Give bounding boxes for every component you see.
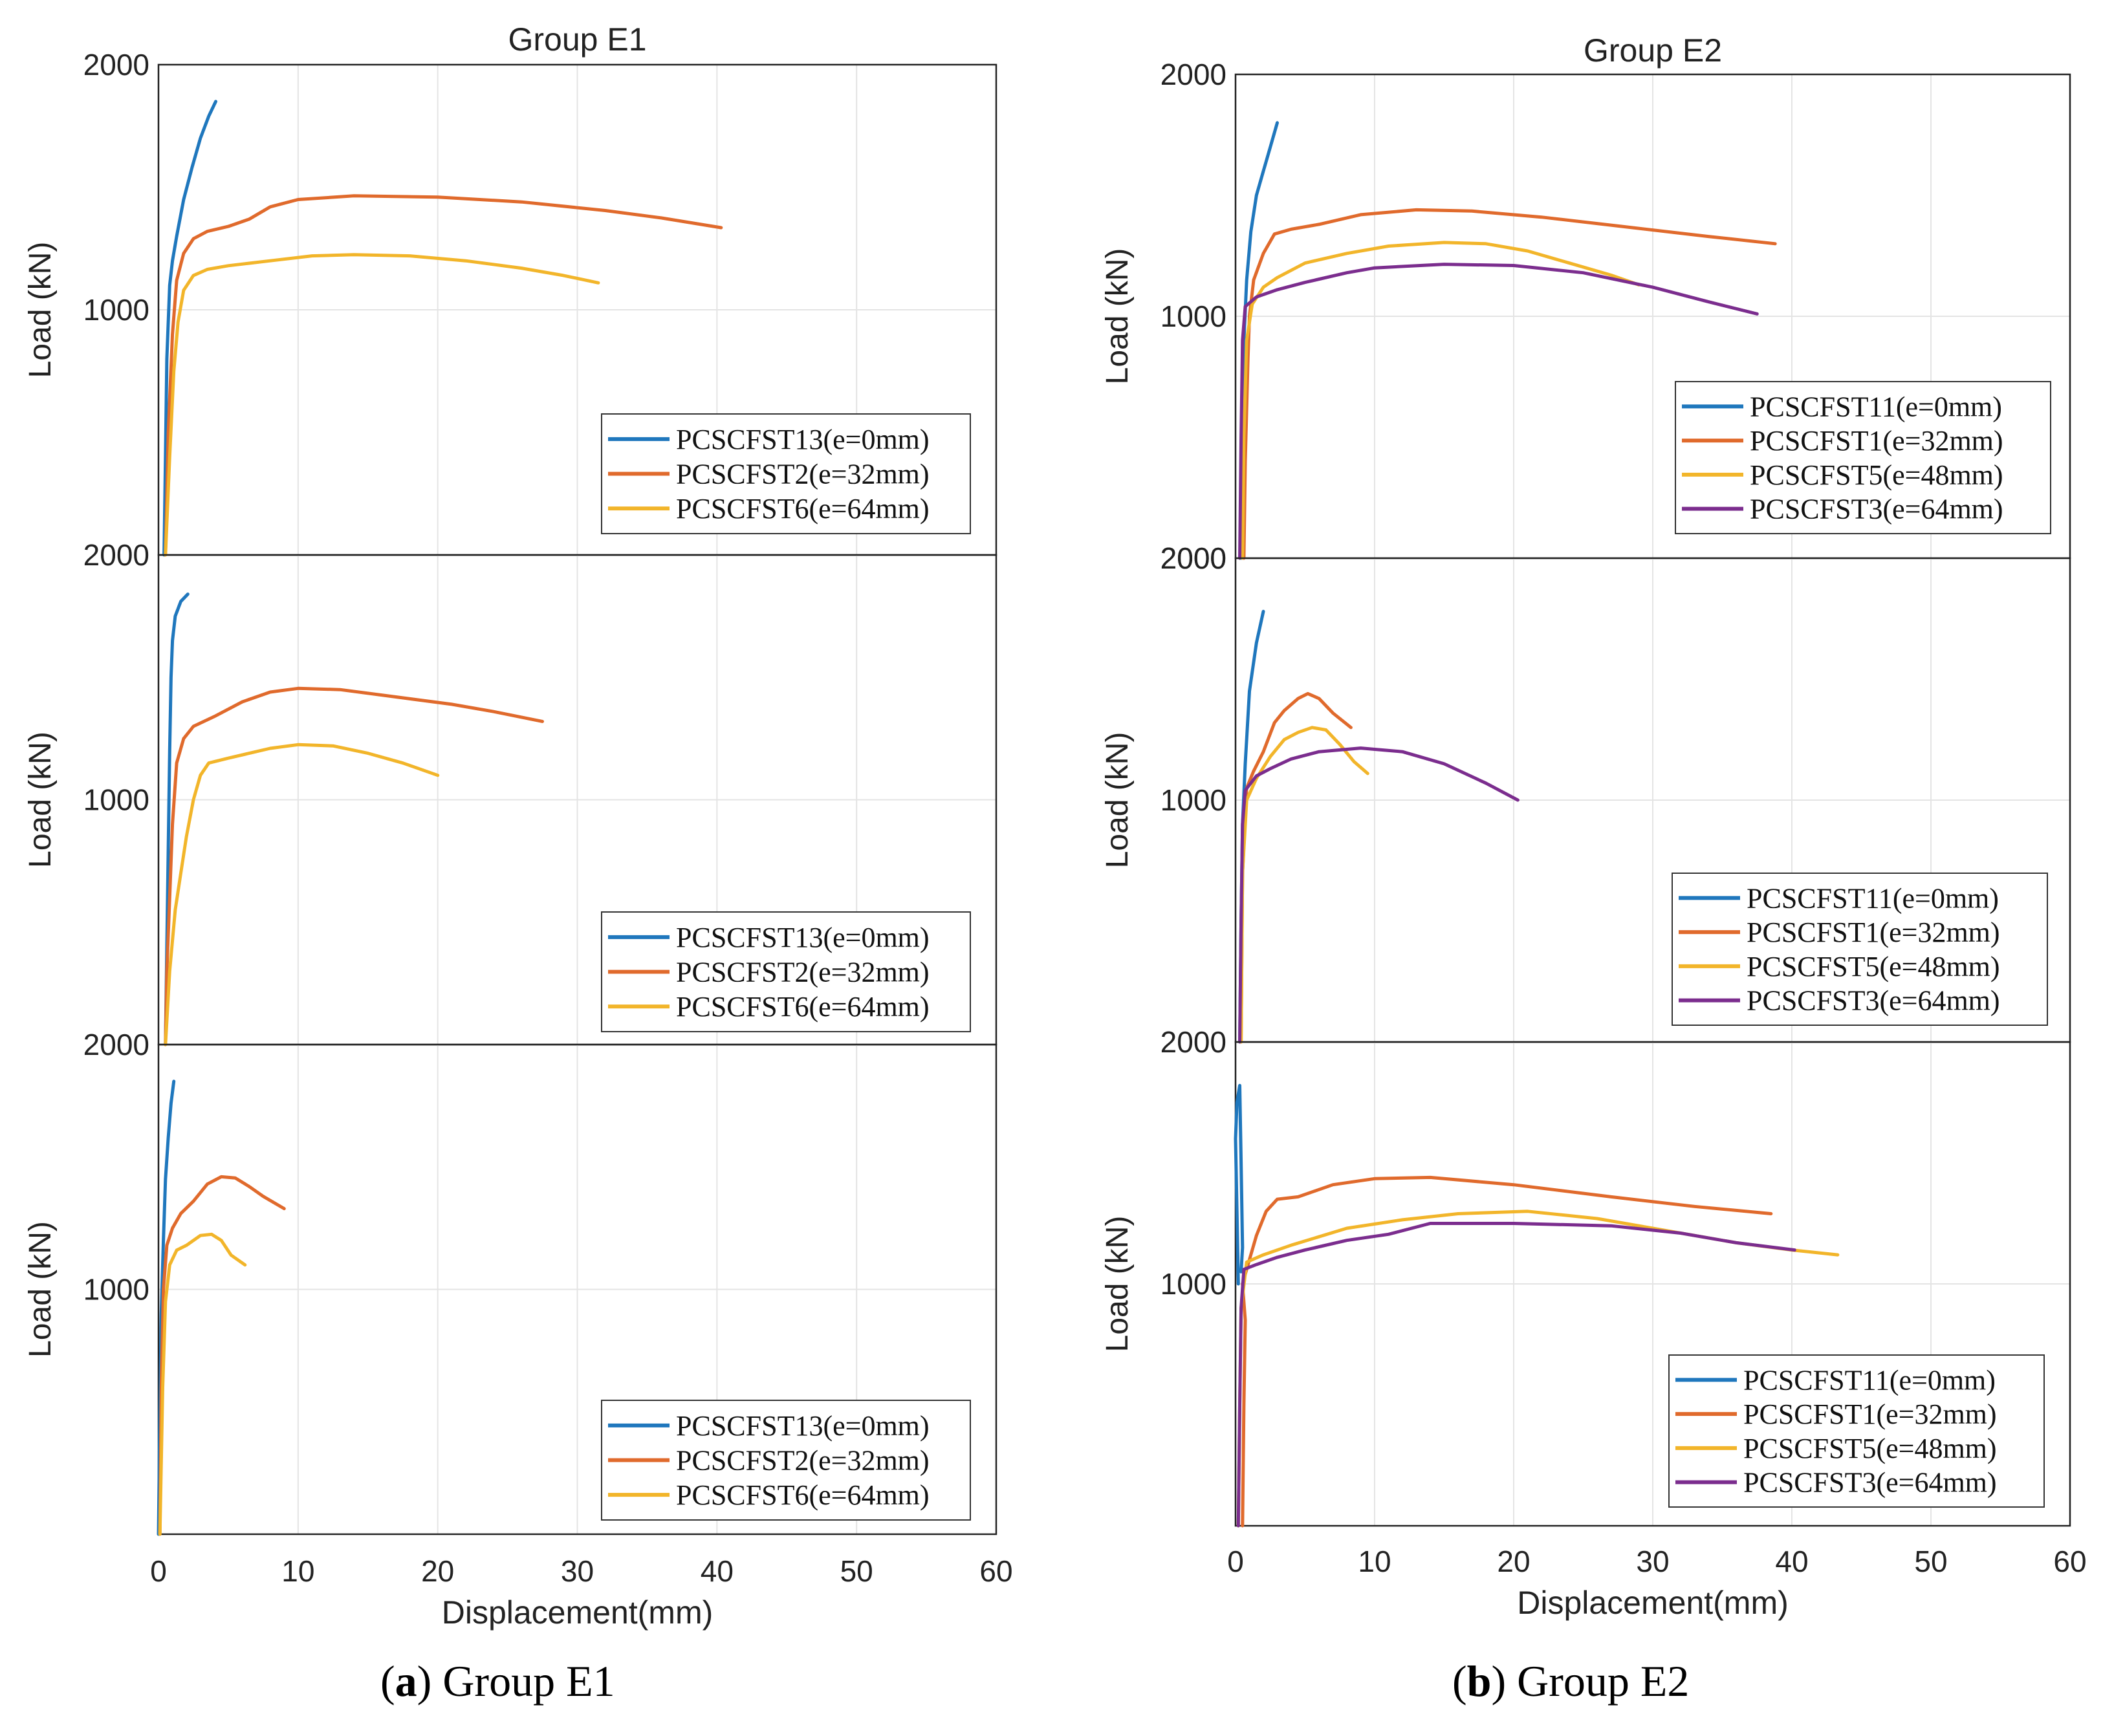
legend-label: PCSCFST13(e=0mm) [676,922,930,953]
legend-label: PCSCFST13(e=0mm) [676,424,930,455]
y-tick-label: 1000 [1160,1267,1226,1301]
legend: PCSCFST11(e=0mm)PCSCFST1(e=32mm)PCSCFST5… [1675,381,2051,534]
legend: PCSCFST13(e=0mm)PCSCFST2(e=32mm)PCSCFST6… [601,1400,971,1521]
x-tick-label: 50 [1914,1545,1947,1578]
y-axis-label: Load (kN) [1100,1216,1135,1352]
legend-label: PCSCFST3(e=64mm) [1750,494,2003,525]
x-axis-label: Displacement(mm) [1517,1585,1789,1621]
legend-label: PCSCFST11(e=0mm) [1747,882,1999,914]
series-line [162,100,217,557]
x-tick-label: 60 [979,1554,1012,1588]
legend: PCSCFST13(e=0mm) PCSCFST2(e=32mm)PCSCFST6… [601,413,971,534]
y-tick-label: 1000 [1160,299,1226,333]
y-tick-label: 1000 [83,1273,149,1307]
y-tick-label: 2000 [1160,541,1226,575]
y-tick-label: 1000 [1160,783,1226,817]
x-tick-label: 30 [561,1554,594,1588]
y-tick-label: 1000 [83,293,149,327]
panel-frame [157,1043,997,1535]
x-tick-label: 40 [1775,1545,1808,1578]
y-tick-label: 2000 [83,538,149,572]
series-line [1238,746,1520,1044]
x-tick-label: 30 [1636,1545,1669,1578]
chart-E2: Group E2 2000 1000 2000 Load (kN) PCSCFST11(e… [1100,32,2087,1621]
series-line [164,592,190,1047]
x-tick-label: 0 [1227,1545,1244,1578]
x-tick-label: 20 [1497,1545,1530,1578]
legend-label: PCSCFST1(e=32mm) [1747,917,2000,948]
x-tick-label: 40 [701,1554,734,1588]
y-tick-label: 1000 [83,783,149,817]
y-tick-label: 2000 [1160,1025,1226,1059]
series-line [164,194,723,557]
series-line [164,253,600,557]
legend-label: PCSCFST5(e=48mm) [1743,1433,1997,1464]
legend-label: PCSCFST3(e=64mm) [1743,1467,1997,1499]
legend-label: PCSCFST1(e=32mm) [1743,1398,1997,1430]
y-tick-label: 2000 [83,1028,149,1061]
legend-label: PCSCFST6(e=64mm) [676,493,930,525]
legend: PCSCFST11(e=0mm)PCSCFST1(e=32mm)PCSCFST5… [1668,1354,2045,1508]
legend-label: PCSCFST1(e=32mm) [1750,425,2003,457]
x-tick-label: 0 [150,1554,167,1588]
y-axis-label: Load (kN) [23,732,58,868]
caption-b: (b) Group E2 [1452,1656,1690,1706]
y-axis-label: Load (kN) [23,242,58,378]
y-tick-label: 2000 [1160,541,1226,575]
series-line [1239,691,1353,1044]
chart-title: Group E2 [1584,32,1722,69]
x-tick-label: 10 [281,1554,314,1588]
x-tick-label: 10 [1358,1545,1391,1578]
y-axis-label: Load (kN) [23,1221,58,1358]
x-axis-label: Displacement(mm) [442,1594,714,1631]
legend-label: PCSCFST6(e=64mm) [676,1479,930,1511]
series-line [1238,263,1759,560]
series-line [1234,1083,1245,1286]
y-axis-label: Load (kN) [1100,732,1135,869]
x-tick-label: 20 [421,1554,454,1588]
legend-label: PCSCFST2(e=32mm) [676,1445,930,1477]
series-line [158,1175,286,1536]
legend-label: PCSCFST13(e=0mm) [676,1410,930,1442]
series-line [1239,726,1369,1044]
legend-label: PCSCFST5(e=48mm) [1747,951,2000,982]
legend-label: PCSCFST11(e=0mm) [1750,391,2002,422]
y-axis-label: Load (kN) [1100,248,1135,385]
series-line [164,743,440,1047]
x-tick-label: 50 [840,1554,873,1588]
series-line [1241,241,1640,560]
legend-label: PCSCFST2(e=32mm) [676,957,930,988]
legend-label: PCSCFST3(e=64mm) [1747,985,2000,1017]
y-tick-label: 2000 [83,48,149,81]
chart-title: Group E1 [508,21,646,58]
legend-label: PCSCFST2(e=32mm) [676,459,930,490]
series-line [158,1232,247,1536]
caption-a: (a) Group E1 [380,1656,615,1706]
series-line [164,686,544,1047]
y-tick-label: 2000 [1160,58,1226,91]
series-line [1241,1175,1773,1528]
chart-E1: Group E1 2000 1000 Load (kN) PCSCFST13(e=0mm… [23,21,1013,1631]
legend-label: PCSCFST5(e=48mm) [1750,459,2003,491]
series-line [1236,1222,1796,1528]
legend: PCSCFST13(e=0mm) PCSCFST2(e=32mm)PCSCFST6… [601,911,971,1032]
panel-frame [1234,1041,2071,1527]
legend-label: PCSCFST6(e=64mm) [676,991,930,1023]
x-tick-label: 60 [2053,1545,2086,1578]
legend: PCSCFST11(e=0mm)PCSCFST1(e=32mm)PCSCFST5… [1672,873,2048,1026]
legend-label: PCSCFST11(e=0mm) [1743,1364,1996,1396]
